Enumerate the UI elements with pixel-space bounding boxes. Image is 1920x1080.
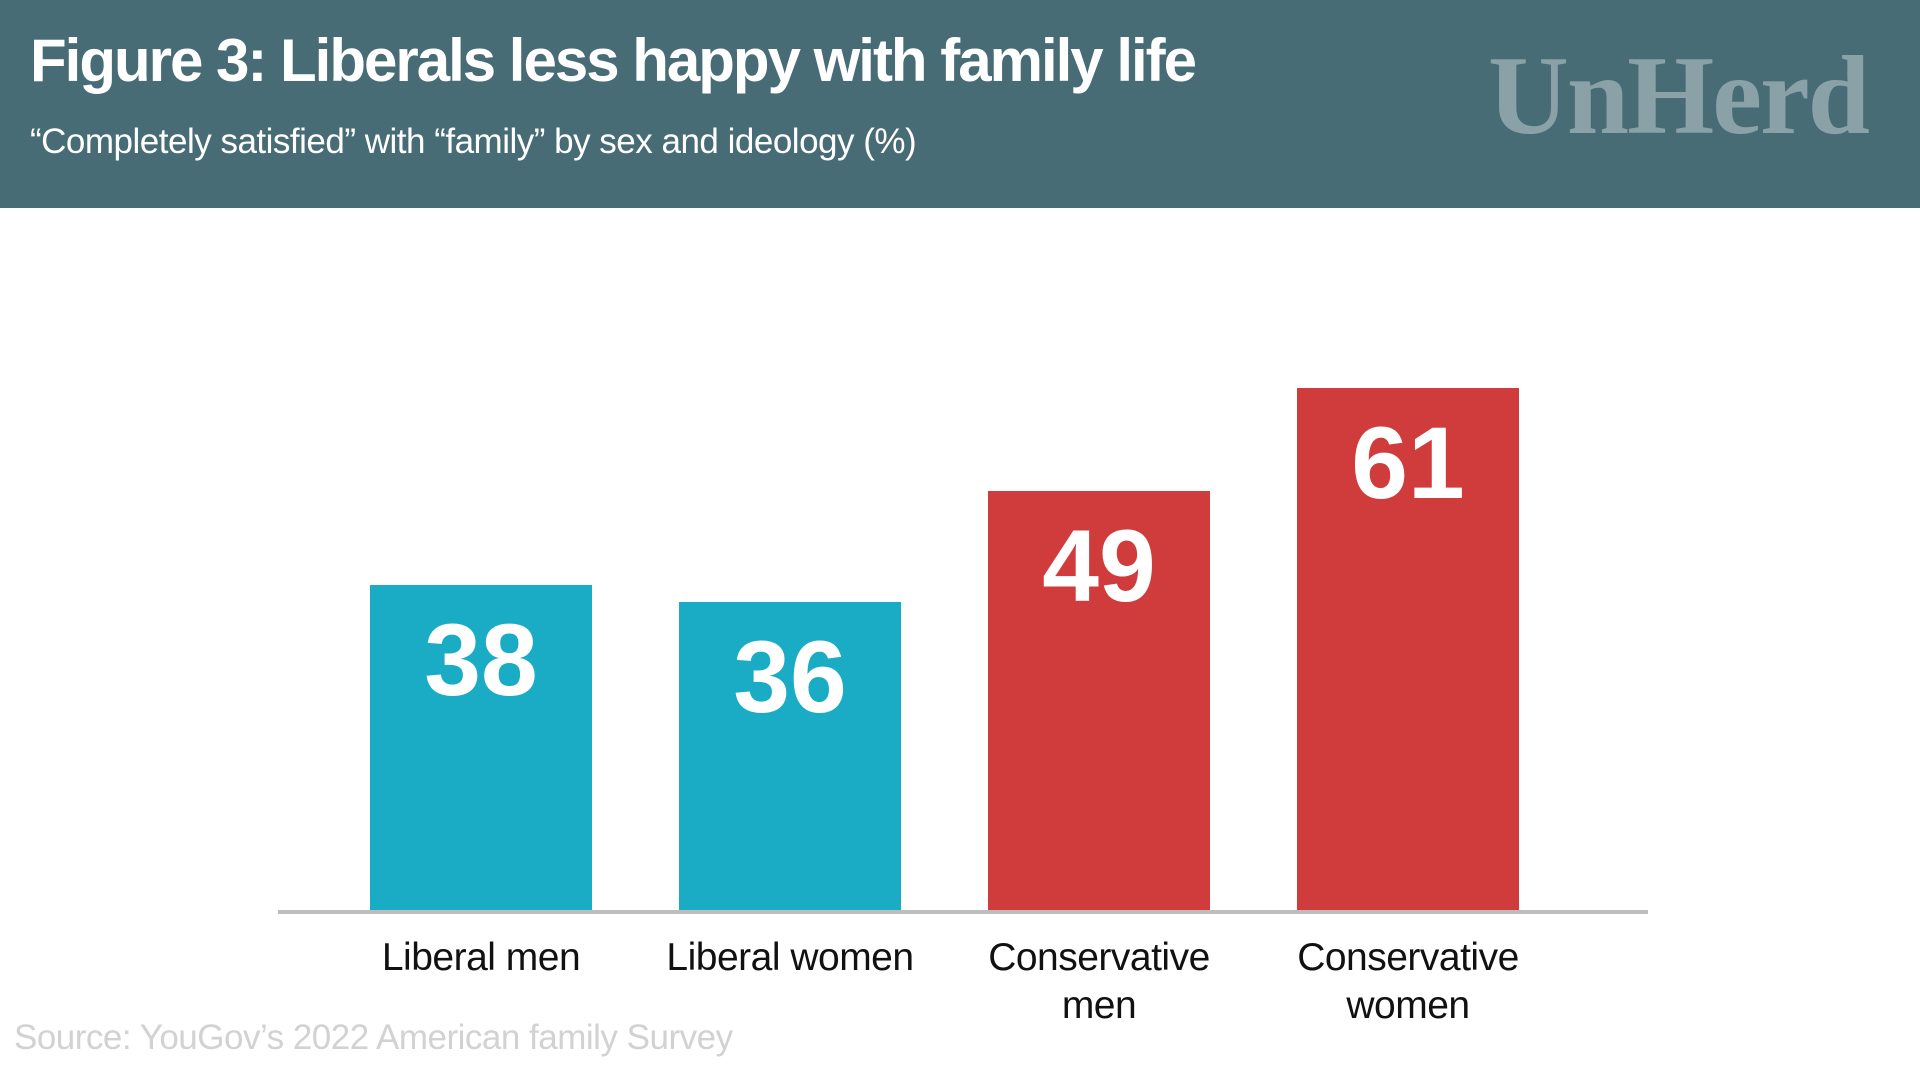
bar-liberal-men: 38 [370, 585, 592, 910]
header-band: Figure 3: Liberals less happy with famil… [0, 0, 1920, 208]
bar-liberal-women: 36 [679, 602, 901, 910]
source-note: Source: YouGov’s 2022 American family Su… [14, 1018, 733, 1057]
bar-conservative-women: 61 [1297, 388, 1519, 910]
x-axis-label-conservative-men: Conservative men [988, 936, 1210, 1027]
x-axis-label-conservative-women: Conservative women [1297, 936, 1519, 1027]
bar-value-label-liberal-men: 38 [424, 603, 538, 717]
bar-value-label-conservative-men: 49 [1042, 509, 1156, 623]
figure-title: Figure 3: Liberals less happy with famil… [30, 27, 1197, 94]
x-axis-label-liberal-women: Liberal women [666, 936, 914, 979]
bar-conservative-men: 49 [988, 491, 1210, 910]
bar-value-label-conservative-women: 61 [1351, 406, 1465, 520]
x-axis-label-liberal-men: Liberal men [381, 936, 581, 979]
bar-value-label-liberal-women: 36 [733, 620, 847, 734]
figure-subtitle: “Completely satisfied” with “family” by … [30, 122, 917, 161]
x-axis-line [278, 910, 1648, 914]
unherd-logo: UnHerd [1488, 34, 1870, 158]
